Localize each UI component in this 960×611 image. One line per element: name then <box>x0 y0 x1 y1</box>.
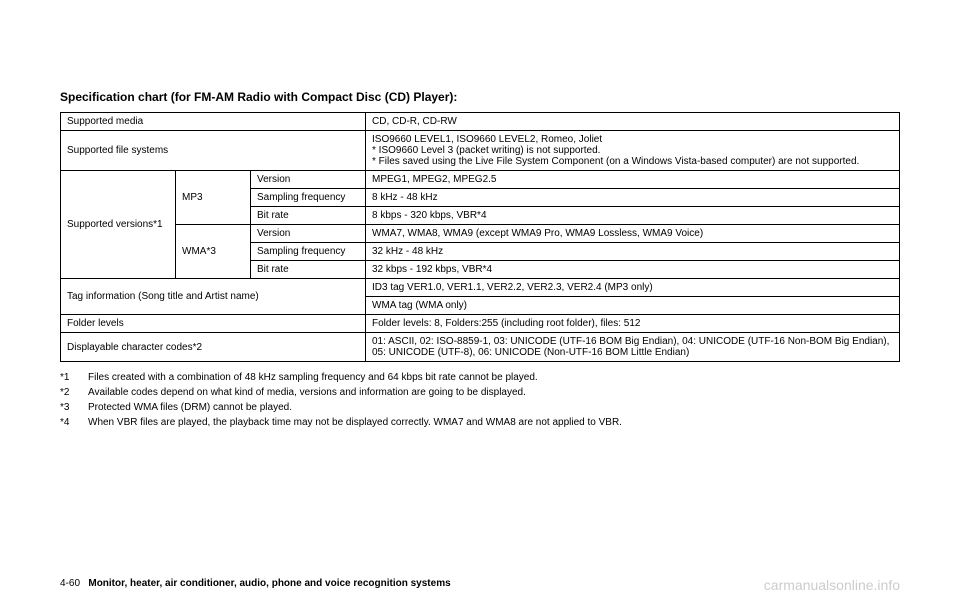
footnote-text: Available codes depend on what kind of m… <box>88 387 526 398</box>
mp3-version-label: Version <box>251 171 366 189</box>
footnote-text: Files created with a combination of 48 k… <box>88 372 538 383</box>
wma-version-value: WMA7, WMA8, WMA9 (except WMA9 Pro, WMA9 … <box>366 225 900 243</box>
footnote-text: When VBR files are played, the playback … <box>88 417 622 428</box>
mp3-bitrate-value: 8 kbps - 320 kbps, VBR*4 <box>366 207 900 225</box>
mp3-sampling-label: Sampling frequency <box>251 189 366 207</box>
footnote-3: *3 Protected WMA files (DRM) cannot be p… <box>60 402 900 413</box>
wma-version-label: Version <box>251 225 366 243</box>
spec-title: Specification chart (for FM-AM Radio wit… <box>60 90 900 104</box>
footnote-marker: *4 <box>60 417 88 428</box>
supported-filesystems-label: Supported file systems <box>61 131 366 171</box>
page-number: 4-60 <box>60 578 80 589</box>
footnotes: *1 Files created with a combination of 4… <box>60 372 900 428</box>
page-footer: 4-60 Monitor, heater, air conditioner, a… <box>60 578 451 589</box>
wma-bitrate-label: Bit rate <box>251 261 366 279</box>
footnote-text: Protected WMA files (DRM) cannot be play… <box>88 402 292 413</box>
wma-label: WMA*3 <box>176 225 251 279</box>
wma-sampling-label: Sampling frequency <box>251 243 366 261</box>
mp3-sampling-value: 8 kHz - 48 kHz <box>366 189 900 207</box>
supported-media-value: CD, CD-R, CD-RW <box>366 113 900 131</box>
footnote-marker: *1 <box>60 372 88 383</box>
section-title: Monitor, heater, air conditioner, audio,… <box>88 578 450 589</box>
folder-levels-value: Folder levels: 8, Folders:255 (including… <box>366 315 900 333</box>
footnote-4: *4 When VBR files are played, the playba… <box>60 417 900 428</box>
footnote-marker: *3 <box>60 402 88 413</box>
wma-bitrate-value: 32 kbps - 192 kbps, VBR*4 <box>366 261 900 279</box>
char-codes-value: 01: ASCII, 02: ISO-8859-1, 03: UNICODE (… <box>366 333 900 362</box>
footnote-2: *2 Available codes depend on what kind o… <box>60 387 900 398</box>
mp3-version-value: MPEG1, MPEG2, MPEG2.5 <box>366 171 900 189</box>
tag-info-value1: ID3 tag VER1.0, VER1.1, VER2.2, VER2.3, … <box>366 279 900 297</box>
spec-table: Supported media CD, CD-R, CD-RW Supporte… <box>60 112 900 362</box>
watermark: carmanualsonline.info <box>764 577 900 593</box>
supported-media-label: Supported media <box>61 113 366 131</box>
supported-versions-label: Supported versions*1 <box>61 171 176 279</box>
wma-sampling-value: 32 kHz - 48 kHz <box>366 243 900 261</box>
mp3-label: MP3 <box>176 171 251 225</box>
footnote-1: *1 Files created with a combination of 4… <box>60 372 900 383</box>
tag-info-value2: WMA tag (WMA only) <box>366 297 900 315</box>
footnote-marker: *2 <box>60 387 88 398</box>
mp3-bitrate-label: Bit rate <box>251 207 366 225</box>
folder-levels-label: Folder levels <box>61 315 366 333</box>
tag-info-label: Tag information (Song title and Artist n… <box>61 279 366 315</box>
supported-filesystems-value: ISO9660 LEVEL1, ISO9660 LEVEL2, Romeo, J… <box>366 131 900 171</box>
char-codes-label: Displayable character codes*2 <box>61 333 366 362</box>
